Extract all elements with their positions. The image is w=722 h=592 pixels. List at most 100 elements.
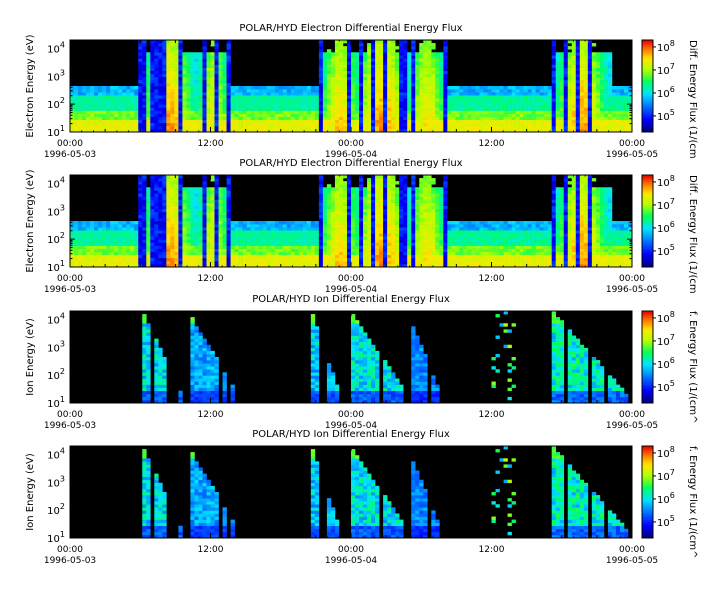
flux-cell bbox=[363, 203, 367, 206]
flux-cell bbox=[110, 224, 114, 227]
flux-cell bbox=[351, 200, 355, 203]
flux-cell bbox=[616, 114, 620, 117]
flux-cell bbox=[287, 117, 291, 120]
flux-cell bbox=[255, 104, 259, 107]
flux-cell bbox=[331, 74, 335, 77]
flux-cell bbox=[162, 233, 166, 236]
flux-cell bbox=[407, 239, 411, 242]
flux-cell bbox=[407, 221, 411, 224]
flux-cell bbox=[580, 111, 584, 114]
flux-cell bbox=[122, 114, 126, 117]
flux-cell bbox=[303, 242, 307, 245]
flux-cell bbox=[263, 126, 267, 129]
flux-cell bbox=[227, 184, 231, 187]
flux-cell bbox=[604, 61, 608, 64]
flux-cell bbox=[375, 92, 379, 95]
flux-cell bbox=[279, 242, 283, 245]
flux-cell bbox=[275, 242, 279, 245]
flux-cell bbox=[423, 83, 427, 86]
flux-cell bbox=[247, 89, 251, 92]
colorbar-swatch bbox=[642, 100, 653, 103]
flux-cell bbox=[211, 77, 215, 80]
flux-cell bbox=[391, 49, 395, 52]
flux-cell bbox=[166, 71, 170, 74]
flux-cell bbox=[154, 92, 158, 95]
flux-cell bbox=[235, 255, 239, 258]
colorbar-label: Diff. Energy Flux (1/(cm bbox=[687, 40, 698, 159]
flux-cell bbox=[435, 107, 439, 110]
flux-cell bbox=[399, 101, 403, 104]
flux-cell bbox=[263, 236, 267, 239]
flux-cell bbox=[271, 98, 275, 101]
flux-cell bbox=[335, 187, 339, 190]
flux-cell bbox=[170, 49, 174, 52]
flux-cell bbox=[431, 107, 435, 110]
flux-cell bbox=[227, 190, 231, 193]
flux-cell bbox=[604, 107, 608, 110]
flux-cell bbox=[447, 101, 451, 104]
flux-cell bbox=[243, 221, 247, 224]
flux-cell bbox=[182, 252, 186, 255]
flux-cell bbox=[142, 120, 146, 123]
flux-cell bbox=[74, 86, 78, 89]
flux-cell bbox=[335, 43, 339, 46]
flux-cell bbox=[319, 261, 323, 264]
flux-cell bbox=[174, 178, 178, 181]
colorbar-swatch bbox=[642, 123, 653, 126]
flux-cell bbox=[138, 255, 142, 258]
flux-cell bbox=[311, 255, 315, 258]
flux-cell bbox=[263, 117, 267, 120]
flux-cell bbox=[347, 65, 351, 68]
flux-cell bbox=[367, 181, 371, 184]
flux-cell bbox=[355, 227, 359, 230]
flux-cell bbox=[206, 200, 210, 203]
flux-cell bbox=[391, 65, 395, 68]
flux-cell bbox=[379, 40, 383, 43]
flux-cell bbox=[263, 111, 267, 114]
flux-cell bbox=[580, 58, 584, 61]
flux-cell bbox=[367, 46, 371, 49]
flux-cell bbox=[343, 239, 347, 242]
flux-cell bbox=[90, 95, 94, 98]
flux-cell bbox=[395, 126, 399, 129]
flux-cell bbox=[552, 58, 556, 61]
flux-cell bbox=[271, 86, 275, 89]
flux-cell bbox=[247, 92, 251, 95]
flux-cell bbox=[387, 43, 391, 46]
flux-cell bbox=[375, 61, 379, 64]
flux-cell bbox=[371, 114, 375, 117]
flux-cell bbox=[178, 68, 182, 71]
flux-cell bbox=[110, 252, 114, 255]
flux-cell bbox=[223, 255, 227, 258]
flux-cell bbox=[263, 101, 267, 104]
flux-cell bbox=[291, 126, 295, 129]
flux-cell bbox=[483, 86, 487, 89]
flux-cell bbox=[524, 86, 528, 89]
flux-cell bbox=[215, 74, 219, 77]
flux-cell bbox=[259, 117, 263, 120]
flux-cell bbox=[154, 61, 158, 64]
flux-cell bbox=[395, 239, 399, 242]
flux-cell bbox=[379, 77, 383, 80]
flux-cell bbox=[178, 249, 182, 252]
flux-cell bbox=[162, 242, 166, 245]
flux-cell bbox=[556, 86, 560, 89]
flux-cell bbox=[375, 111, 379, 114]
flux-cell bbox=[580, 95, 584, 98]
flux-cell bbox=[263, 239, 267, 242]
flux-cell bbox=[150, 193, 154, 196]
flux-cell bbox=[459, 86, 463, 89]
flux-cell bbox=[403, 246, 407, 249]
flux-cell bbox=[487, 89, 491, 92]
flux-cell bbox=[391, 114, 395, 117]
flux-cell bbox=[411, 71, 415, 74]
flux-cell bbox=[403, 95, 407, 98]
flux-cell bbox=[351, 65, 355, 68]
flux-cell bbox=[142, 101, 146, 104]
flux-cell bbox=[279, 255, 283, 258]
flux-cell bbox=[118, 252, 122, 255]
flux-cell bbox=[568, 40, 572, 43]
flux-cell bbox=[419, 104, 423, 107]
flux-cell bbox=[427, 114, 431, 117]
flux-cell bbox=[98, 120, 102, 123]
